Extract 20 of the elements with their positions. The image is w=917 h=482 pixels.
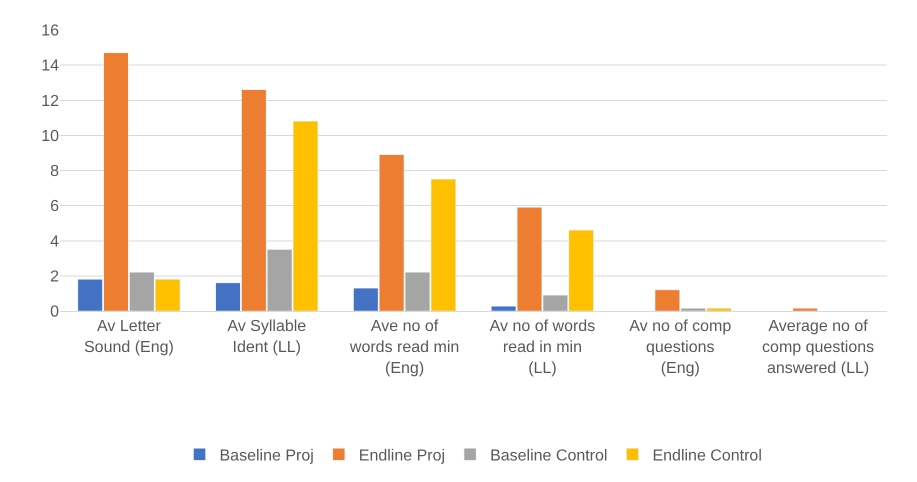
x-tick-label: Av no of comp questions (Eng) — [629, 318, 732, 377]
bar — [792, 308, 818, 311]
y-tick-label: 6 — [50, 198, 60, 216]
x-tick-label: Average no of comp questions answered (LL) — [762, 318, 874, 377]
x-tick-label: Av Letter Sound (Eng) — [84, 318, 174, 356]
y-tick-label: 4 — [50, 233, 60, 250]
y-tick-label: 2 — [50, 268, 60, 286]
y-tick-label: 8 — [50, 163, 60, 180]
legend-label: Endline Proj — [358, 448, 446, 465]
legend-label: Endline Control — [652, 448, 762, 465]
y-tick-label: 12 — [41, 92, 60, 110]
y-tick-label: 14 — [41, 58, 60, 75]
y-tick-label: 10 — [41, 128, 60, 145]
x-tick-label: Ave no of words read min (Eng) — [348, 318, 460, 377]
x-tick-label: Av no of words read in min (LL) — [490, 318, 596, 377]
y-tick-label: 16 — [41, 22, 60, 40]
legend-label: Baseline Control — [490, 448, 608, 465]
legend-label: Baseline Proj — [220, 448, 314, 465]
x-tick-label: Av Syllable Ident (LL) — [227, 318, 306, 356]
y-tick-label: 0 — [50, 304, 60, 321]
